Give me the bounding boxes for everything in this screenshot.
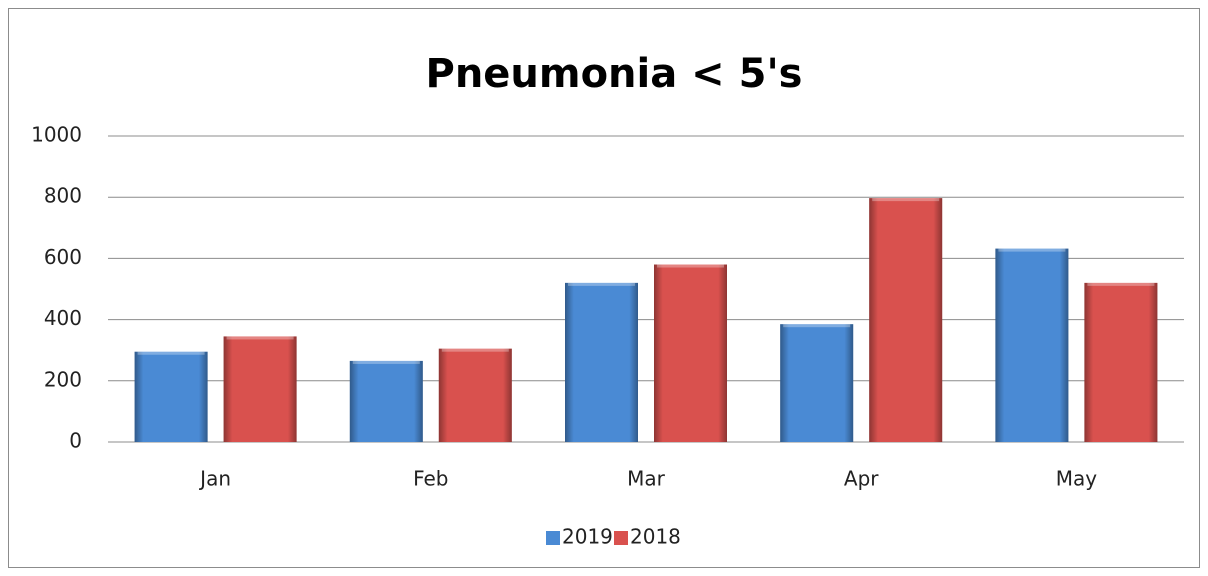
bar-shade [654,264,727,442]
bar-top [352,360,420,364]
bar-shade [780,324,854,442]
bar-top [441,348,509,352]
bar-shade [134,351,208,442]
y-tick-label: 1000 [31,123,82,147]
bar-top [568,282,635,286]
y-tick-label: 800 [44,184,82,208]
y-tick-label: 0 [69,429,82,453]
bar-shade [995,248,1069,442]
x-tick-label: Jan [198,467,231,491]
bar-top [137,351,205,355]
bar-shade [438,348,512,442]
bar-shade [1084,282,1158,442]
bar-shade [223,336,297,442]
bar-top [998,248,1066,252]
bar-shade [869,198,943,442]
bar-top [657,264,724,268]
legend-swatch [614,531,628,545]
bar-top [1087,282,1155,286]
legend-label: 2018 [630,525,681,549]
x-tick-label: May [1056,467,1098,491]
y-tick-label: 600 [44,245,82,269]
legend-label: 2019 [562,525,613,549]
bar-top [783,324,851,328]
chart-title: Pneumonia < 5's [426,51,803,97]
legend-swatch [546,531,560,545]
y-tick-label: 400 [44,306,82,330]
bar-shade [565,282,638,442]
x-tick-label: Mar [627,467,666,491]
x-tick-label: Apr [844,467,879,491]
bar-shade [349,360,423,442]
bar-top [226,336,294,340]
y-tick-label: 200 [44,367,82,391]
bar-top [872,198,940,202]
x-tick-label: Feb [413,467,448,491]
